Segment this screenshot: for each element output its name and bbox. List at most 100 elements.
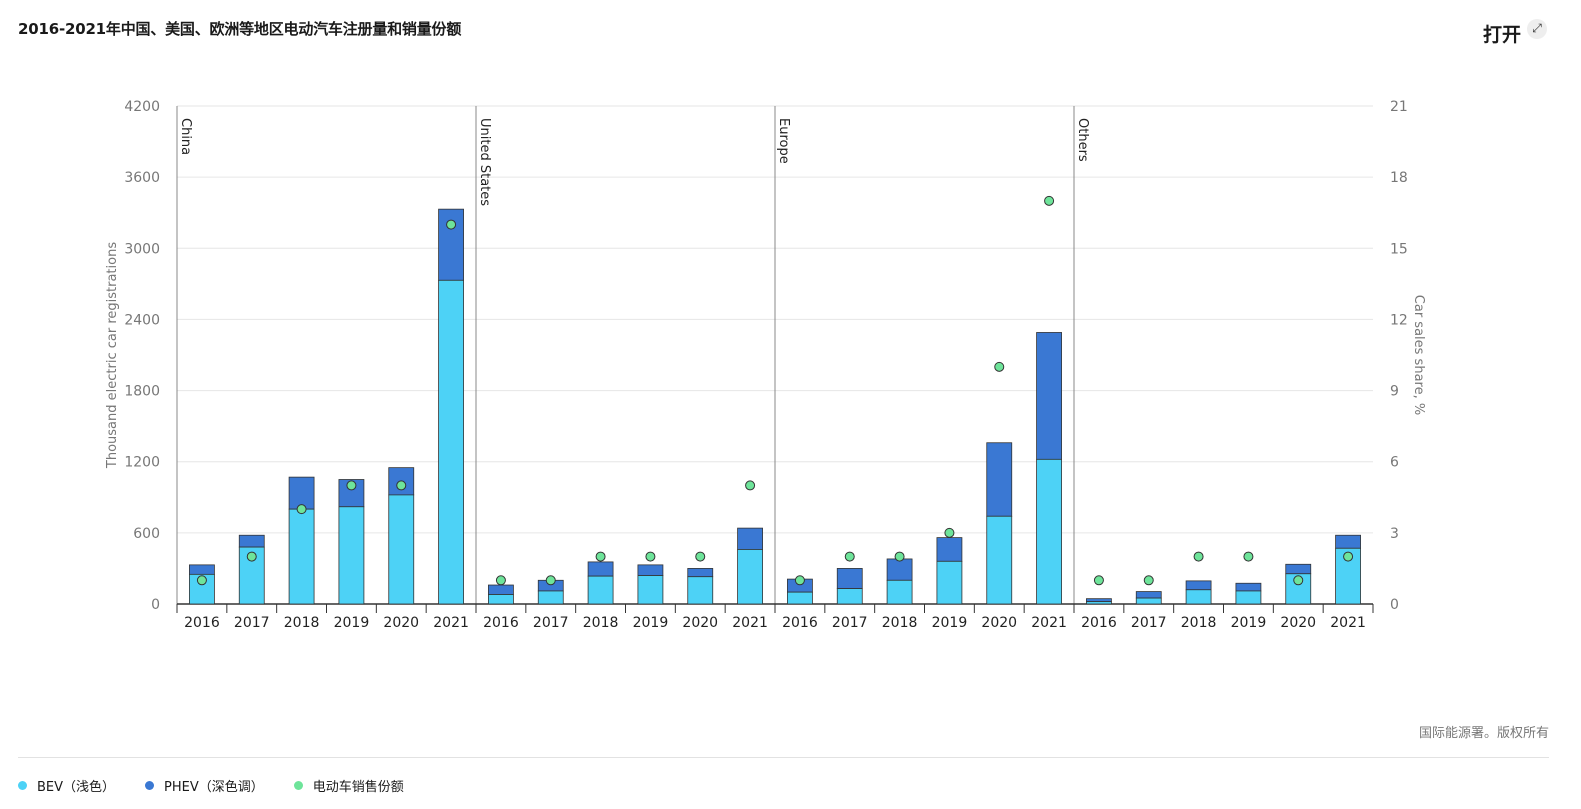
x-tick-label: 2020 [383, 615, 419, 631]
bar-bev [1185, 589, 1212, 605]
bar-bev [1086, 601, 1112, 605]
x-tick-label: 2017 [1131, 615, 1167, 631]
y-tick-label: 0 [151, 597, 160, 613]
share-point [894, 551, 905, 562]
x-tick-label: 2021 [1330, 615, 1366, 631]
group-label: Others [1075, 118, 1090, 162]
bar-bev [1135, 597, 1162, 605]
chart-title: 2016-2021年中国、美国、欧洲等地区电动汽车注册量和销量份额 [18, 20, 462, 38]
share-point [296, 504, 307, 515]
x-tick-label: 2020 [1280, 615, 1316, 631]
share-point [1243, 551, 1254, 562]
x-tick-label: 2017 [832, 615, 868, 631]
bar-phev [836, 568, 863, 589]
x-tick-label: 2020 [682, 615, 718, 631]
x-tick-label: 2021 [433, 615, 469, 631]
share-point [1143, 575, 1154, 586]
y-tick-label: 1800 [124, 384, 160, 400]
x-tick-label: 2018 [583, 615, 619, 631]
share-point [844, 551, 855, 562]
share-point [196, 575, 207, 586]
bar-bev [836, 588, 863, 605]
expand-icon[interactable]: ⤢ [1527, 18, 1547, 39]
y2-tick-label: 3 [1390, 526, 1399, 542]
open-button-label: 打开 [1482, 24, 1521, 46]
bar-bev [388, 494, 415, 605]
bar-bev [1036, 458, 1062, 605]
bar-phev [288, 476, 315, 510]
legend-swatch-share [293, 781, 303, 790]
share-point [246, 551, 257, 562]
y-tick-label: 3000 [124, 241, 160, 257]
copyright-text: 国际能源署。版权所有 [1418, 726, 1549, 741]
legend-label-phev: PHEV（深色调） [164, 780, 264, 795]
x-tick-label: 2017 [234, 615, 270, 631]
open-button[interactable]: 打开 ⤢ [1482, 18, 1547, 47]
legend-item-bev[interactable]: BEV（浅色） [18, 776, 115, 795]
share-point [745, 480, 756, 491]
bar-bev [787, 591, 813, 605]
y2-tick-label: 21 [1390, 99, 1408, 115]
y2-tick-label: 9 [1390, 384, 1399, 400]
group-label: Europe [776, 118, 791, 164]
share-point [495, 575, 506, 586]
share-point [396, 480, 407, 491]
x-tick-label: 2018 [284, 615, 320, 631]
bar-phev [587, 561, 614, 577]
bar-bev [737, 549, 763, 605]
bar-phev [737, 527, 763, 550]
x-tick-label: 2019 [334, 615, 370, 631]
share-point [446, 219, 457, 230]
y2-tick-label: 15 [1390, 241, 1408, 257]
y-tick-label: 4200 [124, 99, 160, 115]
bar-phev [1135, 591, 1162, 599]
share-point [1293, 575, 1304, 586]
share-point [545, 575, 556, 586]
y2-tick-label: 0 [1390, 597, 1399, 613]
bar-phev [189, 564, 215, 575]
group-label: United States [477, 118, 492, 206]
share-point [645, 551, 656, 562]
bar-phev [1335, 534, 1361, 549]
y2-tick-label: 6 [1390, 455, 1399, 471]
y2-tick-label: 18 [1390, 170, 1408, 186]
x-tick-label: 2018 [882, 615, 918, 631]
bar-bev [687, 576, 714, 605]
legend-label-share: 电动车销售份额 [312, 780, 404, 795]
share-point [1193, 551, 1204, 562]
share-point [1343, 551, 1354, 562]
x-tick-label: 2018 [1181, 615, 1217, 631]
share-point [944, 527, 955, 538]
chart-svg: 0 0 600 3 1200 6 1800 9 2400 12 3000 15 3600 18 4200 21… [105, 99, 1426, 631]
share-point [595, 551, 606, 562]
legend-item-phev[interactable]: PHEV（深色调） [145, 776, 264, 795]
share-point [1044, 195, 1055, 206]
bar-bev [438, 279, 464, 605]
share-point [695, 551, 706, 562]
bar-bev [288, 508, 315, 605]
bar-bev [886, 579, 913, 605]
bar-bev [587, 575, 614, 605]
bar-bev [537, 590, 564, 605]
legend: BEV（浅色） PHEV（深色调） 电动车销售份额 [18, 776, 404, 795]
x-tick-label: 2016 [1081, 615, 1117, 631]
share-point [994, 361, 1005, 372]
legend-item-share[interactable]: 电动车销售份额 [293, 776, 404, 795]
bar-bev [637, 575, 664, 605]
bar-bev [986, 515, 1013, 605]
x-tick-label: 2021 [732, 615, 768, 631]
x-tick-label: 2019 [932, 615, 968, 631]
share-point [794, 575, 805, 586]
legend-label-bev: BEV（浅色） [37, 780, 116, 795]
bar-phev [1285, 563, 1312, 575]
y-tick-label: 1200 [124, 455, 160, 471]
bar-phev [637, 564, 664, 576]
x-tick-label: 2016 [782, 615, 818, 631]
bar-bev [1235, 590, 1262, 605]
y-tick-label: 2400 [124, 312, 160, 328]
bar-phev [1036, 332, 1062, 460]
bar-phev [986, 442, 1013, 517]
footer-divider [18, 757, 1549, 758]
bar-bev [936, 560, 963, 605]
bar-phev [886, 558, 913, 581]
